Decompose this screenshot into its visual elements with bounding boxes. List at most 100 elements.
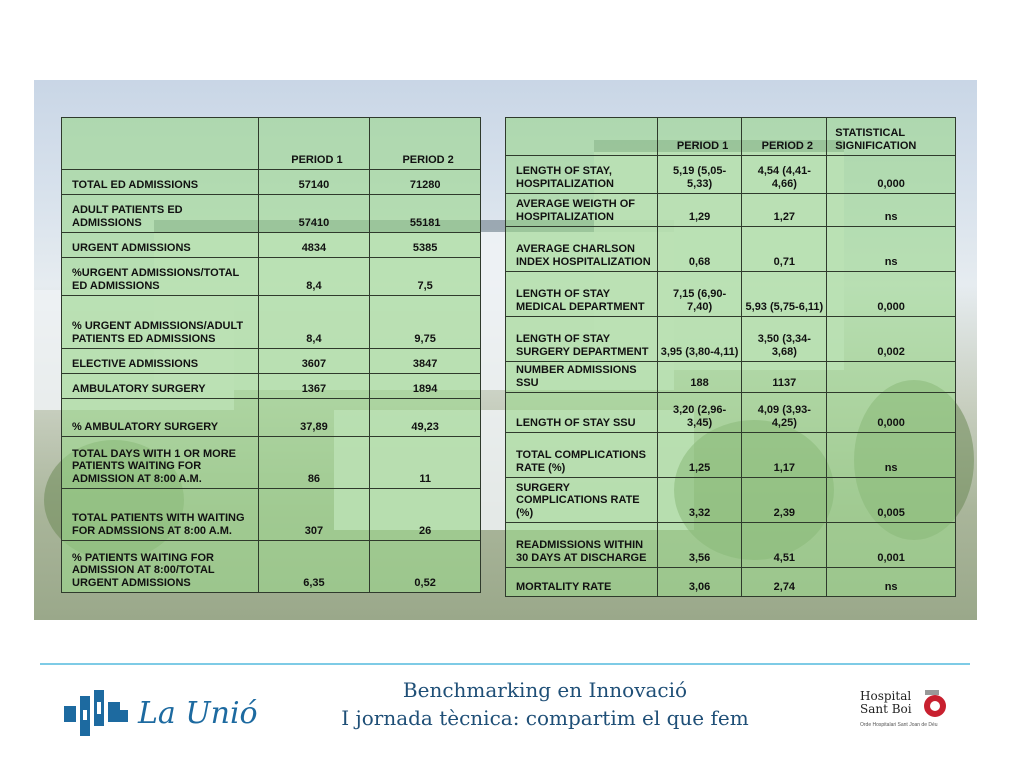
header-blank xyxy=(61,117,259,170)
significance-value: 0,005 xyxy=(826,477,956,523)
table-row: ELECTIVE ADMISSIONS 3607 3847 xyxy=(61,348,481,374)
table-header-row: PERIOD 1 PERIOD 2 xyxy=(61,117,481,170)
period-2-value: 2,74 xyxy=(741,567,828,597)
period-1-value: 6,35 xyxy=(257,540,371,593)
period-2-value: 4,09 (3,93-4,25) xyxy=(741,392,828,433)
table-row: TOTAL DAYS WITH 1 OR MORE PATIENTS WAITI… xyxy=(61,436,481,489)
table-row: AVERAGE WEIGTH OF HOSPITALIZATION 1,29 1… xyxy=(505,193,956,227)
table-row: AMBULATORY SURGERY 1367 1894 xyxy=(61,373,481,399)
period-1-value: 1,25 xyxy=(656,432,743,478)
row-label: % AMBULATORY SURGERY xyxy=(61,398,259,437)
header-period-1: PERIOD 1 xyxy=(656,117,743,156)
period-2-value: 7,5 xyxy=(369,257,481,296)
period-1-value: 3,95 (3,80-4,11) xyxy=(656,316,743,362)
significance-value xyxy=(826,361,956,393)
period-2-value: 9,75 xyxy=(369,295,481,349)
period-1-value: 3,06 xyxy=(656,567,743,597)
period-2-value: 5,93 (5,75-6,11) xyxy=(741,271,828,317)
significance-value: 0,001 xyxy=(826,522,956,568)
period-2-value: 4,54 (4,41-4,66) xyxy=(741,155,828,194)
significance-value: 0,002 xyxy=(826,316,956,362)
period-1-value: 7,15 (6,90-7,40) xyxy=(656,271,743,317)
period-2-value: 1137 xyxy=(741,361,828,393)
table-row: %URGENT ADMISSIONS/TOTAL ED ADMISSIONS 8… xyxy=(61,257,481,296)
period-1-value: 5,19 (5,05-5,33) xyxy=(656,155,743,194)
period-1-value: 8,4 xyxy=(257,257,371,296)
row-label: TOTAL ED ADMISSIONS xyxy=(61,169,259,195)
period-2-value: 26 xyxy=(369,488,481,541)
row-label: TOTAL DAYS WITH 1 OR MORE PATIENTS WAITI… xyxy=(61,436,259,489)
period-1-value: 1,29 xyxy=(656,193,743,227)
period-1-value: 57410 xyxy=(257,194,371,233)
la-unio-logo-icon xyxy=(64,690,128,736)
period-1-value: 3,20 (2,96-3,45) xyxy=(656,392,743,433)
footer-title: Benchmarking en Innovació I jornada tècn… xyxy=(320,676,770,732)
row-label: LENGTH OF STAY, HOSPITALIZATION xyxy=(505,155,658,194)
table-row: TOTAL PATIENTS WITH WAITING FOR ADMSSION… xyxy=(61,488,481,541)
row-label: % PATIENTS WAITING FOR ADMISSION AT 8:00… xyxy=(61,540,259,593)
table-row: ADULT PATIENTS ED ADMISSIONS 57410 55181 xyxy=(61,194,481,233)
row-label: URGENT ADMISSIONS xyxy=(61,232,259,258)
period-1-value: 3,56 xyxy=(656,522,743,568)
significance-value: 0,000 xyxy=(826,271,956,317)
period-1-value: 4834 xyxy=(257,232,371,258)
period-2-value: 2,39 xyxy=(741,477,828,523)
header-period-2: PERIOD 2 xyxy=(741,117,828,156)
significance-value: 0,000 xyxy=(826,392,956,433)
table-row: LENGTH OF STAY SURGERY DEPARTMENT 3,95 (… xyxy=(505,316,956,362)
significance-value: 0,000 xyxy=(826,155,956,194)
header-period-1: PERIOD 1 xyxy=(257,117,371,170)
period-2-value: 11 xyxy=(369,436,481,489)
period-2-value: 0,52 xyxy=(369,540,481,593)
row-label: AMBULATORY SURGERY xyxy=(61,373,259,399)
row-label: ELECTIVE ADMISSIONS xyxy=(61,348,259,374)
row-label: TOTAL PATIENTS WITH WAITING FOR ADMSSION… xyxy=(61,488,259,541)
row-label: LENGTH OF STAY MEDICAL DEPARTMENT xyxy=(505,271,658,317)
significance-value: ns xyxy=(826,193,956,227)
period-1-value: 307 xyxy=(257,488,371,541)
table-row: TOTAL COMPLICATIONS RATE (%) 1,25 1,17 n… xyxy=(505,432,956,478)
table-row: MORTALITY RATE 3,06 2,74 ns xyxy=(505,567,956,597)
hospitalization-outcomes-table: PERIOD 1 PERIOD 2 STATISTICAL SIGNIFICAT… xyxy=(505,117,956,597)
table-row: LENGTH OF STAY MEDICAL DEPARTMENT 7,15 (… xyxy=(505,271,956,317)
period-1-value: 37,89 xyxy=(257,398,371,437)
table-row: LENGTH OF STAY SSU 3,20 (2,96-3,45) 4,09… xyxy=(505,392,956,433)
significance-value: ns xyxy=(826,432,956,478)
row-label: MORTALITY RATE xyxy=(505,567,658,597)
footer-divider xyxy=(40,663,970,665)
table-row: URGENT ADMISSIONS 4834 5385 xyxy=(61,232,481,258)
period-2-value: 1,17 xyxy=(741,432,828,478)
hospital-sant-boi-logo-icon xyxy=(924,690,946,717)
period-2-value: 3,50 (3,34-3,68) xyxy=(741,316,828,362)
ed-admissions-table: PERIOD 1 PERIOD 2 TOTAL ED ADMISSIONS 57… xyxy=(61,117,481,593)
row-label: SURGERY COMPLICATIONS RATE (%) xyxy=(505,477,658,523)
period-1-value: 0,68 xyxy=(656,226,743,272)
table-header-row: PERIOD 1 PERIOD 2 STATISTICAL SIGNIFICAT… xyxy=(505,117,956,156)
table-row: % AMBULATORY SURGERY 37,89 49,23 xyxy=(61,398,481,437)
significance-value: ns xyxy=(826,567,956,597)
la-unio-logo-text: La Unió xyxy=(138,696,258,731)
row-label: READMISSIONS WITHIN 30 DAYS AT DISCHARGE xyxy=(505,522,658,568)
table-row: AVERAGE CHARLSON INDEX HOSPITALIZATION 0… xyxy=(505,226,956,272)
period-1-value: 188 xyxy=(656,361,743,393)
row-label: AVERAGE CHARLSON INDEX HOSPITALIZATION xyxy=(505,226,658,272)
significance-value: ns xyxy=(826,226,956,272)
period-1-value: 3607 xyxy=(257,348,371,374)
footer-title-line-2: I jornada tècnica: compartim el que fem xyxy=(341,706,749,730)
row-label: ADULT PATIENTS ED ADMISSIONS xyxy=(61,194,259,233)
row-label: TOTAL COMPLICATIONS RATE (%) xyxy=(505,432,658,478)
row-label: AVERAGE WEIGTH OF HOSPITALIZATION xyxy=(505,193,658,227)
row-label: LENGTH OF STAY SSU xyxy=(505,392,658,433)
table-row: LENGTH OF STAY, HOSPITALIZATION 5,19 (5,… xyxy=(505,155,956,194)
row-label: LENGTH OF STAY SURGERY DEPARTMENT xyxy=(505,316,658,362)
hospital-name-line-1: Hospital xyxy=(860,689,912,703)
period-2-value: 55181 xyxy=(369,194,481,233)
hospital-subtitle: Orde Hospitalari Sant Joan de Déu xyxy=(860,722,938,728)
period-1-value: 1367 xyxy=(257,373,371,399)
table-row: READMISSIONS WITHIN 30 DAYS AT DISCHARGE… xyxy=(505,522,956,568)
period-2-value: 1,27 xyxy=(741,193,828,227)
table-row: SURGERY COMPLICATIONS RATE (%) 3,32 2,39… xyxy=(505,477,956,523)
table-row: TOTAL ED ADMISSIONS 57140 71280 xyxy=(61,169,481,195)
period-2-value: 71280 xyxy=(369,169,481,195)
row-label: NUMBER ADMISSIONS SSU xyxy=(505,361,658,393)
